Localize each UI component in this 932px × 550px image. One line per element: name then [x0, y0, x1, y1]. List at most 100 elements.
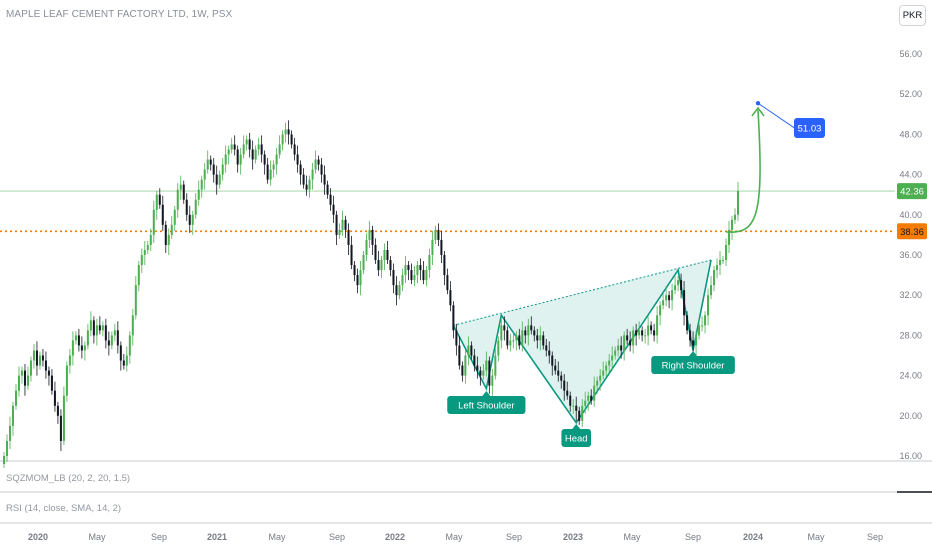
candle-body — [398, 285, 401, 296]
candle-body — [590, 395, 593, 401]
candle — [503, 316, 506, 341]
candle-body — [257, 144, 260, 150]
candle-body — [515, 335, 518, 341]
candle-body — [692, 340, 695, 346]
candle — [680, 273, 683, 299]
candle-body — [431, 239, 434, 255]
candle-body — [20, 370, 23, 376]
candle-body — [356, 275, 359, 286]
currency-button[interactable]: PKR — [899, 5, 926, 26]
candle — [242, 135, 245, 159]
candle-body — [518, 335, 521, 346]
candle-body — [377, 260, 380, 271]
candle — [719, 250, 722, 276]
candle-body — [173, 209, 176, 225]
label-text: Right Shoulder — [662, 361, 725, 372]
candle-body — [524, 330, 527, 336]
candle-body — [434, 229, 437, 240]
candle-body — [539, 335, 542, 341]
candle — [284, 122, 287, 143]
candle-body — [62, 395, 65, 441]
candle — [488, 356, 491, 394]
candle-body — [593, 385, 596, 401]
candle-body — [110, 335, 113, 346]
candle-body — [407, 265, 410, 271]
candle-body — [140, 255, 143, 266]
candle-body — [733, 214, 737, 220]
candle-body — [497, 340, 500, 356]
candle — [494, 346, 497, 380]
candle — [158, 188, 161, 209]
candle-body — [59, 415, 62, 441]
candle — [170, 215, 173, 239]
candle-body — [191, 214, 194, 225]
candle-body — [41, 355, 44, 361]
candle — [38, 351, 41, 370]
indicator-label-sqzmom[interactable]: SQZMOM_LB (20, 2, 20, 1.5) — [6, 473, 131, 484]
candle-body — [389, 260, 392, 271]
candle — [722, 256, 725, 265]
candle-body — [326, 184, 329, 195]
candle — [251, 140, 254, 170]
candle-body — [233, 144, 236, 150]
candle — [176, 183, 179, 218]
label-pointer — [572, 424, 581, 429]
candle — [446, 268, 449, 295]
candle — [668, 291, 671, 309]
candle — [727, 220, 731, 253]
candle — [173, 205, 176, 231]
candle — [35, 341, 38, 376]
label-box — [651, 356, 735, 374]
candle-body — [653, 330, 656, 336]
label-right-shoulder: Right Shoulder — [651, 351, 735, 374]
candle — [437, 223, 440, 246]
candle — [341, 210, 344, 236]
candle-body — [188, 214, 191, 225]
candle-body — [659, 305, 662, 316]
candle — [320, 158, 323, 183]
candle — [527, 318, 530, 346]
y-tick-label: 52.00 — [899, 89, 922, 99]
candle-body — [320, 164, 323, 175]
candle-body — [727, 229, 731, 245]
label-text: Left Shoulder — [458, 401, 515, 412]
candle — [254, 145, 257, 164]
label-pointer — [689, 351, 698, 356]
candle — [425, 266, 428, 287]
candle — [326, 180, 329, 199]
candle — [278, 135, 281, 159]
candle — [233, 135, 236, 156]
candle-body — [134, 285, 137, 316]
candle — [71, 331, 74, 366]
candle — [416, 261, 419, 284]
candle-body — [668, 295, 671, 301]
y-tick-label: 48.00 — [899, 129, 922, 139]
indicator-label-rsi[interactable]: RSI (14, close, SMA, 14, 2) — [6, 503, 122, 514]
candle — [713, 266, 716, 292]
candle-body — [380, 260, 383, 271]
candle-body — [551, 355, 554, 366]
candle-body — [335, 214, 338, 235]
candle-body — [413, 275, 416, 281]
candle — [164, 220, 167, 253]
candle-body — [239, 154, 242, 165]
candle-body — [80, 345, 83, 351]
candle-body — [416, 265, 419, 276]
candle-body — [371, 229, 374, 245]
x-tick-label: May — [623, 532, 641, 542]
candle-body — [149, 234, 152, 245]
candle-body — [92, 320, 95, 336]
candle-body — [736, 191, 740, 215]
candle-body — [548, 350, 551, 356]
candle-body — [479, 370, 482, 376]
candle — [449, 281, 452, 312]
candle-body — [662, 300, 665, 306]
candle — [362, 250, 365, 275]
candle-body — [401, 275, 404, 286]
candle — [443, 250, 446, 286]
candle — [350, 235, 353, 270]
candle — [407, 261, 410, 281]
candle-body — [293, 144, 296, 155]
x-tick-label: 2023 — [563, 532, 583, 542]
